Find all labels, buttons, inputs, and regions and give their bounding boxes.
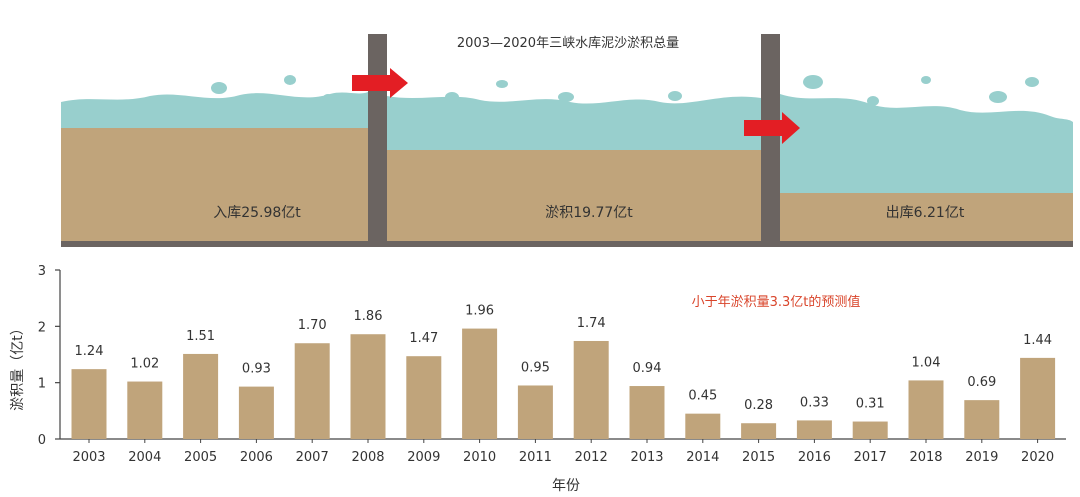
- x-tick-label: 2013: [630, 450, 663, 465]
- bar-value-label: 1.24: [75, 344, 104, 359]
- bar: [796, 420, 832, 439]
- flow-arrow-icon: [744, 112, 800, 144]
- inflow-label: 入库25.98亿t: [213, 205, 301, 221]
- bar: [685, 413, 721, 439]
- sediment-deposit: [387, 150, 761, 242]
- bar: [350, 334, 386, 439]
- bar: [1020, 357, 1056, 439]
- sediment-outflow: [780, 193, 1073, 242]
- x-tick-label: 2010: [463, 450, 496, 465]
- x-tick-label: 2004: [128, 450, 161, 465]
- y-tick-label: 1: [38, 377, 46, 392]
- bar-value-label: 1.44: [1023, 333, 1052, 348]
- bar: [406, 356, 442, 439]
- water-droplet: [668, 91, 682, 101]
- y-ticks: 0 1 2 3: [38, 264, 60, 448]
- bars: [71, 328, 1056, 439]
- bar-value-label: 0.95: [521, 360, 550, 375]
- water-segment-left: [61, 92, 368, 130]
- water-droplet: [1025, 77, 1039, 87]
- water-droplet: [323, 94, 333, 102]
- x-ticks: 2003 2004 2005 2006 2007 2008 2009 2010 2011 2012…: [72, 439, 1054, 465]
- x-tick-label: 2003: [72, 450, 105, 465]
- flow-arrow-icon: [352, 68, 408, 98]
- prediction-annotation: 小于年淤积量3.3亿t的预测值: [692, 294, 861, 310]
- y-tick-label: 0: [38, 433, 46, 448]
- bar: [517, 385, 553, 439]
- water-droplet: [867, 96, 879, 106]
- x-tick-label: 2007: [296, 450, 329, 465]
- bar-value-label: 1.74: [577, 316, 606, 331]
- bar: [852, 421, 888, 439]
- water-droplet: [496, 80, 508, 88]
- bar: [238, 386, 274, 439]
- bar: [741, 423, 777, 439]
- bar-value-label: 1.96: [465, 304, 494, 319]
- bar: [908, 380, 944, 439]
- bar-value-label: 1.86: [354, 309, 383, 324]
- bar-value-label: 0.94: [633, 361, 662, 376]
- x-tick-label: 2019: [965, 450, 998, 465]
- bar-value-label: 0.93: [242, 362, 271, 377]
- x-tick-label: 2011: [519, 450, 552, 465]
- water-droplet: [284, 75, 296, 85]
- x-tick-label: 2008: [351, 450, 384, 465]
- bar-value-label: 0.31: [856, 397, 885, 412]
- bar-value-label: 0.33: [800, 395, 829, 410]
- water-droplet: [803, 75, 823, 89]
- dam-wall-right: [761, 34, 780, 247]
- y-axis-title: 淤积量（亿t）: [10, 321, 26, 411]
- y-tick-label: 3: [38, 264, 46, 279]
- x-tick-label: 2009: [407, 450, 440, 465]
- x-tick-label: 2018: [909, 450, 942, 465]
- x-tick-label: 2016: [798, 450, 831, 465]
- x-axis-title: 年份: [552, 478, 580, 494]
- reservoir-diagram: 2003—2020年三峡水库泥沙淤积总量 入库25.98亿t 淤积19.77亿t…: [61, 34, 1073, 247]
- x-tick-label: 2005: [184, 450, 217, 465]
- bar-value-label: 1.02: [130, 357, 159, 372]
- bar-value-label: 0.69: [967, 375, 996, 390]
- bar: [183, 353, 219, 439]
- x-tick-label: 2020: [1021, 450, 1054, 465]
- x-tick-label: 2012: [575, 450, 608, 465]
- water-droplet: [1050, 124, 1060, 136]
- x-tick-label: 2014: [686, 450, 719, 465]
- water-droplet: [989, 91, 1007, 103]
- bar-value-label: 1.70: [298, 318, 327, 333]
- value-labels: 1.24 1.02 1.51 0.93 1.70 1.86 1.47 1.96 0.95 1.74…: [75, 304, 1053, 414]
- deposit-label: 淤积19.77亿t: [545, 205, 633, 221]
- water-droplet: [921, 76, 931, 84]
- bar: [127, 381, 163, 439]
- water-droplet: [558, 92, 574, 102]
- bar-value-label: 1.51: [186, 329, 215, 344]
- bar: [294, 343, 330, 439]
- bar-value-label: 0.45: [688, 389, 717, 404]
- dam-wall-left: [368, 34, 387, 247]
- bar: [462, 328, 498, 439]
- bar: [71, 369, 107, 439]
- water-segment-middle: [387, 96, 761, 150]
- bar-value-label: 1.04: [912, 355, 941, 370]
- x-tick-label: 2017: [854, 450, 887, 465]
- sediment-inflow: [61, 128, 368, 242]
- y-tick-label: 2: [38, 320, 46, 335]
- bar: [629, 386, 665, 439]
- water-segment-right: [780, 94, 1073, 195]
- riverbed-base: [61, 241, 1073, 247]
- x-tick-label: 2006: [240, 450, 273, 465]
- water-droplet: [445, 92, 459, 102]
- x-tick-label: 2015: [742, 450, 775, 465]
- bar-chart: 0 1 2 3 1.24 1.02 1.51 0.93 1.70 1.86 1.47 1.96 0.9…: [10, 264, 1066, 494]
- bar: [573, 340, 609, 439]
- bar: [964, 400, 1000, 439]
- diagram-title: 2003—2020年三峡水库泥沙淤积总量: [457, 35, 679, 51]
- bar-value-label: 0.28: [744, 398, 773, 413]
- bar-value-label: 1.47: [409, 331, 438, 346]
- water-droplet: [211, 82, 227, 94]
- outflow-label: 出库6.21亿t: [886, 205, 965, 221]
